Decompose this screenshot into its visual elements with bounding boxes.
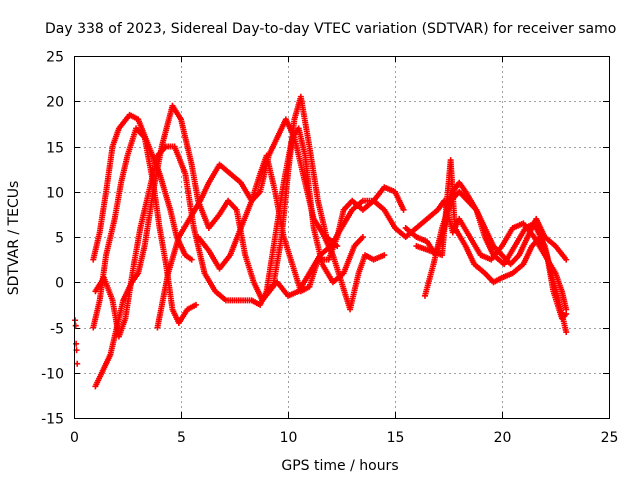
y-axis-label: SDTVAR / TECUs bbox=[6, 181, 22, 296]
series-sat-j bbox=[413, 157, 570, 322]
y-tick-label: 25 bbox=[46, 50, 64, 66]
data-point bbox=[74, 360, 81, 367]
y-tick-label: -5 bbox=[50, 322, 64, 338]
data-point bbox=[563, 329, 570, 336]
data-points bbox=[72, 93, 570, 390]
y-tick-label: 20 bbox=[46, 95, 64, 111]
data-point bbox=[72, 322, 79, 329]
axis-ticks: -15 -10 -5 0 5 10 15 20 25 0 5 10 15 20 25 bbox=[41, 50, 618, 447]
y-tick-label: 15 bbox=[46, 141, 64, 157]
data-point bbox=[400, 206, 407, 213]
data-point bbox=[188, 256, 195, 263]
y-tick-label: 5 bbox=[55, 231, 64, 247]
data-point bbox=[72, 317, 79, 324]
series-sat-k bbox=[72, 317, 81, 367]
x-tick-label: 25 bbox=[601, 430, 619, 446]
series-sat-d bbox=[92, 125, 366, 340]
x-tick-label: 15 bbox=[387, 430, 405, 446]
data-point bbox=[563, 310, 570, 317]
x-tick-label: 20 bbox=[494, 430, 512, 446]
y-tick-label: 0 bbox=[55, 276, 64, 292]
x-tick-label: 0 bbox=[70, 430, 79, 446]
plot-frame bbox=[74, 56, 610, 419]
data-point bbox=[563, 256, 570, 263]
series-sat-e bbox=[154, 116, 388, 331]
y-tick-label: -15 bbox=[41, 412, 64, 428]
data-point bbox=[192, 301, 199, 308]
series-sat-f bbox=[195, 152, 407, 295]
x-tick-label: 5 bbox=[177, 430, 186, 446]
x-tick-label: 10 bbox=[280, 430, 298, 446]
y-tick-label: -10 bbox=[41, 367, 64, 383]
data-point bbox=[359, 234, 366, 240]
chart-title: Day 338 of 2023, Sidereal Day-to-day VTE… bbox=[45, 21, 616, 37]
data-point bbox=[381, 252, 388, 259]
series-sat-b bbox=[90, 125, 199, 331]
x-axis-label: GPS time / hours bbox=[281, 458, 398, 474]
y-tick-label: 10 bbox=[46, 186, 64, 202]
